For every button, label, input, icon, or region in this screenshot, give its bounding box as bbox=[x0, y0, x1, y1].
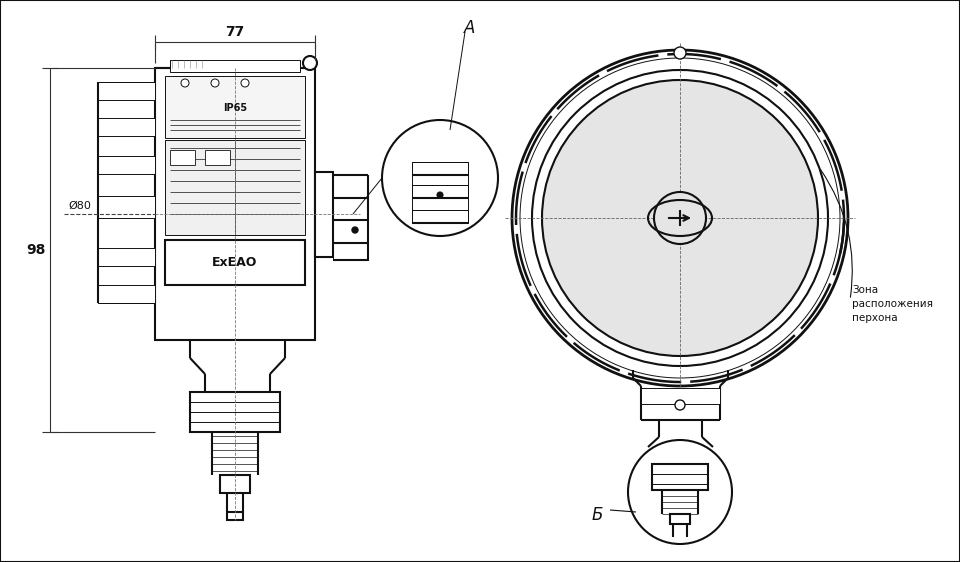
Bar bbox=[98, 248, 155, 266]
Bar bbox=[165, 76, 305, 138]
Circle shape bbox=[303, 56, 317, 70]
Bar bbox=[315, 172, 333, 257]
Text: расположения: расположения bbox=[852, 299, 933, 309]
Bar bbox=[155, 68, 315, 340]
Bar bbox=[412, 185, 468, 198]
Bar bbox=[170, 60, 300, 72]
Circle shape bbox=[352, 227, 358, 233]
Bar bbox=[98, 156, 155, 174]
Bar bbox=[670, 514, 690, 524]
Bar bbox=[98, 82, 155, 100]
Circle shape bbox=[382, 120, 498, 236]
Circle shape bbox=[241, 79, 249, 87]
Circle shape bbox=[512, 50, 848, 386]
Circle shape bbox=[542, 80, 818, 356]
Bar bbox=[205, 150, 230, 165]
Circle shape bbox=[181, 79, 189, 87]
Bar bbox=[220, 475, 250, 493]
Bar bbox=[170, 150, 195, 165]
Bar bbox=[652, 464, 708, 490]
Text: перхона: перхона bbox=[852, 313, 898, 323]
Bar bbox=[165, 140, 305, 235]
Circle shape bbox=[675, 400, 685, 410]
Bar bbox=[98, 118, 155, 136]
Bar bbox=[98, 285, 155, 303]
Bar bbox=[412, 210, 468, 223]
Text: Зона: Зона bbox=[852, 285, 878, 295]
Text: Б: Б bbox=[591, 506, 603, 524]
Text: IP65: IP65 bbox=[223, 103, 247, 113]
Bar bbox=[412, 162, 468, 175]
Text: 77: 77 bbox=[226, 25, 245, 39]
Bar bbox=[227, 512, 243, 520]
Bar bbox=[190, 392, 280, 432]
Circle shape bbox=[211, 79, 219, 87]
Bar bbox=[165, 240, 305, 285]
Text: А: А bbox=[465, 19, 476, 37]
Circle shape bbox=[674, 47, 686, 59]
Circle shape bbox=[437, 192, 443, 198]
Bar bbox=[98, 196, 155, 218]
Bar bbox=[641, 388, 720, 404]
Text: 98: 98 bbox=[26, 243, 46, 257]
Circle shape bbox=[654, 192, 706, 244]
Text: Ø80: Ø80 bbox=[68, 201, 91, 211]
Text: ExЕАО: ExЕАО bbox=[212, 256, 257, 270]
Circle shape bbox=[628, 440, 732, 544]
